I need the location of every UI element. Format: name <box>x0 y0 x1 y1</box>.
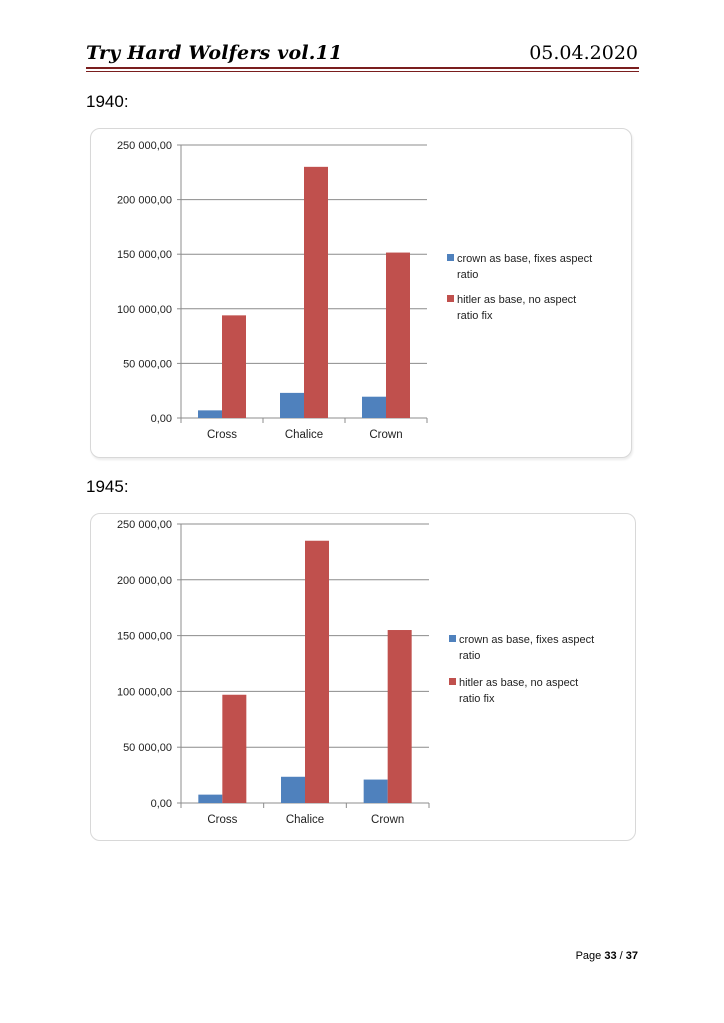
x-tick-label: Crown <box>369 429 402 441</box>
y-tick-label: 150 000,00 <box>117 631 172 643</box>
bar-red <box>222 694 247 803</box>
x-tick-label: Cross <box>207 814 237 826</box>
y-tick-label: 150 000,00 <box>117 249 172 261</box>
legend-label: hitler as base, no aspect ratio fix <box>459 677 578 705</box>
y-tick-label: 0,00 <box>151 798 172 810</box>
legend-label: hitler as base, no aspect ratio fix <box>457 294 576 322</box>
y-tick-label: 100 000,00 <box>117 686 172 698</box>
bar-red <box>387 630 412 803</box>
y-tick-label: 50 000,00 <box>123 358 172 370</box>
bar-red <box>304 166 328 418</box>
header-rule-thin <box>86 71 639 72</box>
bar-blue <box>280 392 304 418</box>
x-tick-label: Crown <box>371 814 404 826</box>
y-tick-label: 100 000,00 <box>117 304 172 316</box>
legend-swatch <box>449 678 456 685</box>
chart-1945-frame: 0,00 50 000,00 100 000,00 150 000,00 200 000… <box>90 513 636 841</box>
y-tick-label: 250 000,00 <box>117 140 172 152</box>
bar-blue <box>281 776 305 803</box>
chart-1940-frame: 0,00 50 000,00 100 000,00 150 000,00 200 000… <box>90 128 632 458</box>
document-date: 05.04.2020 <box>529 42 638 64</box>
y-tick-label: 250 000,00 <box>117 519 172 531</box>
bar-blue <box>198 410 222 418</box>
y-tick-label: 200 000,00 <box>117 195 172 207</box>
y-tick-label: 50 000,00 <box>123 742 172 754</box>
bar-blue <box>198 794 223 803</box>
x-tick-label: Cross <box>207 429 237 441</box>
chart-1940: 0,00 50 000,00 100 000,00 150 000,00 200 000… <box>117 140 592 441</box>
legend-label: crown as base, fixes aspect ratio <box>457 253 592 281</box>
x-tick-label: Chalice <box>285 429 323 441</box>
x-tick-label: Chalice <box>286 814 324 826</box>
legend-swatch <box>447 254 454 261</box>
y-tick-label: 0,00 <box>151 413 172 425</box>
bar-red <box>386 252 410 418</box>
section-label-1940: 1940: <box>86 92 129 111</box>
header-rule <box>86 67 639 69</box>
section-label-1945: 1945: <box>86 477 129 496</box>
bar-blue <box>362 396 386 418</box>
bar-red <box>222 315 246 418</box>
chart-1945: 0,00 50 000,00 100 000,00 150 000,00 200 000… <box>117 519 594 826</box>
legend-swatch <box>447 295 454 302</box>
page-number: Page 33 / 37 <box>575 950 638 962</box>
bar-blue <box>363 779 388 803</box>
legend-swatch <box>449 635 456 642</box>
y-tick-label: 200 000,00 <box>117 575 172 587</box>
legend-label: crown as base, fixes aspect ratio <box>459 634 594 662</box>
bar-red <box>305 540 329 803</box>
document-title: Try Hard Wolfers vol.11 <box>86 42 343 64</box>
